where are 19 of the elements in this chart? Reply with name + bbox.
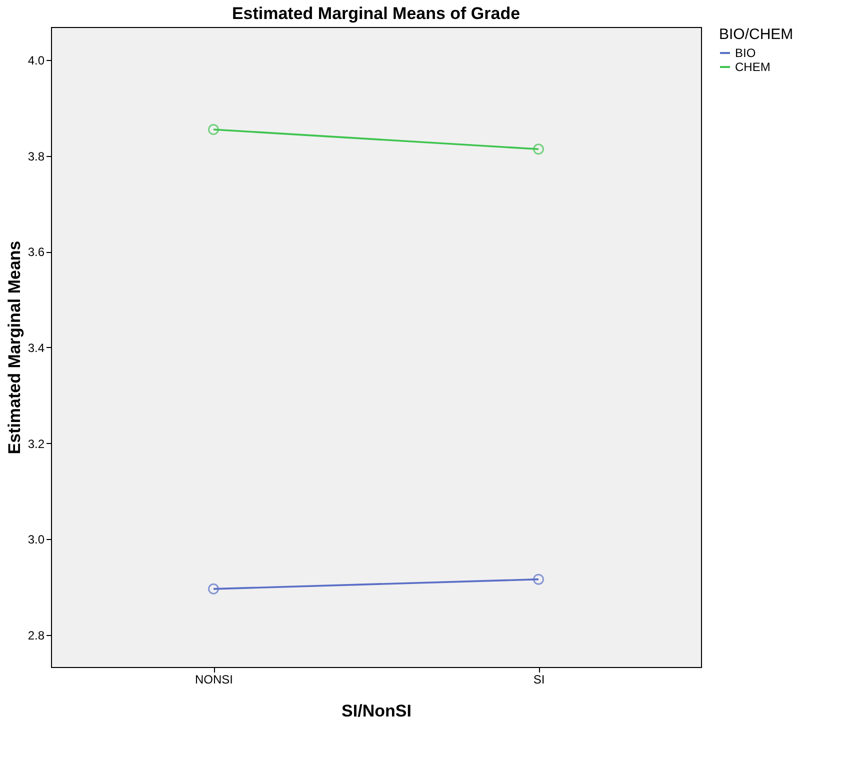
legend-label: BIO [735, 46, 756, 60]
point [533, 144, 544, 155]
y-tick-label: 3.0 [28, 532, 45, 547]
legend-label: CHEM [735, 60, 770, 74]
legend-title: BIO/CHEM [719, 26, 794, 43]
point [208, 124, 219, 135]
x-tick-label: SI [533, 672, 545, 686]
y-tick-label: 3.8 [28, 149, 45, 164]
x-tick-label: NONSI [194, 672, 234, 686]
y-tick-label: 3.4 [28, 340, 45, 355]
chart-title: Estimated Marginal Means of Grade [232, 4, 520, 23]
point [533, 574, 544, 585]
y-tick-label: 3.2 [28, 436, 45, 451]
y-tick-label: 4.0 [28, 54, 45, 68]
y-axis-title: Estimated Marginal Means [4, 240, 24, 454]
y-tick-label: 3.6 [28, 245, 45, 260]
y-tick-label: 2.8 [28, 628, 45, 642]
x-axis-title: SI/NonSI [342, 702, 412, 720]
point [208, 583, 219, 594]
